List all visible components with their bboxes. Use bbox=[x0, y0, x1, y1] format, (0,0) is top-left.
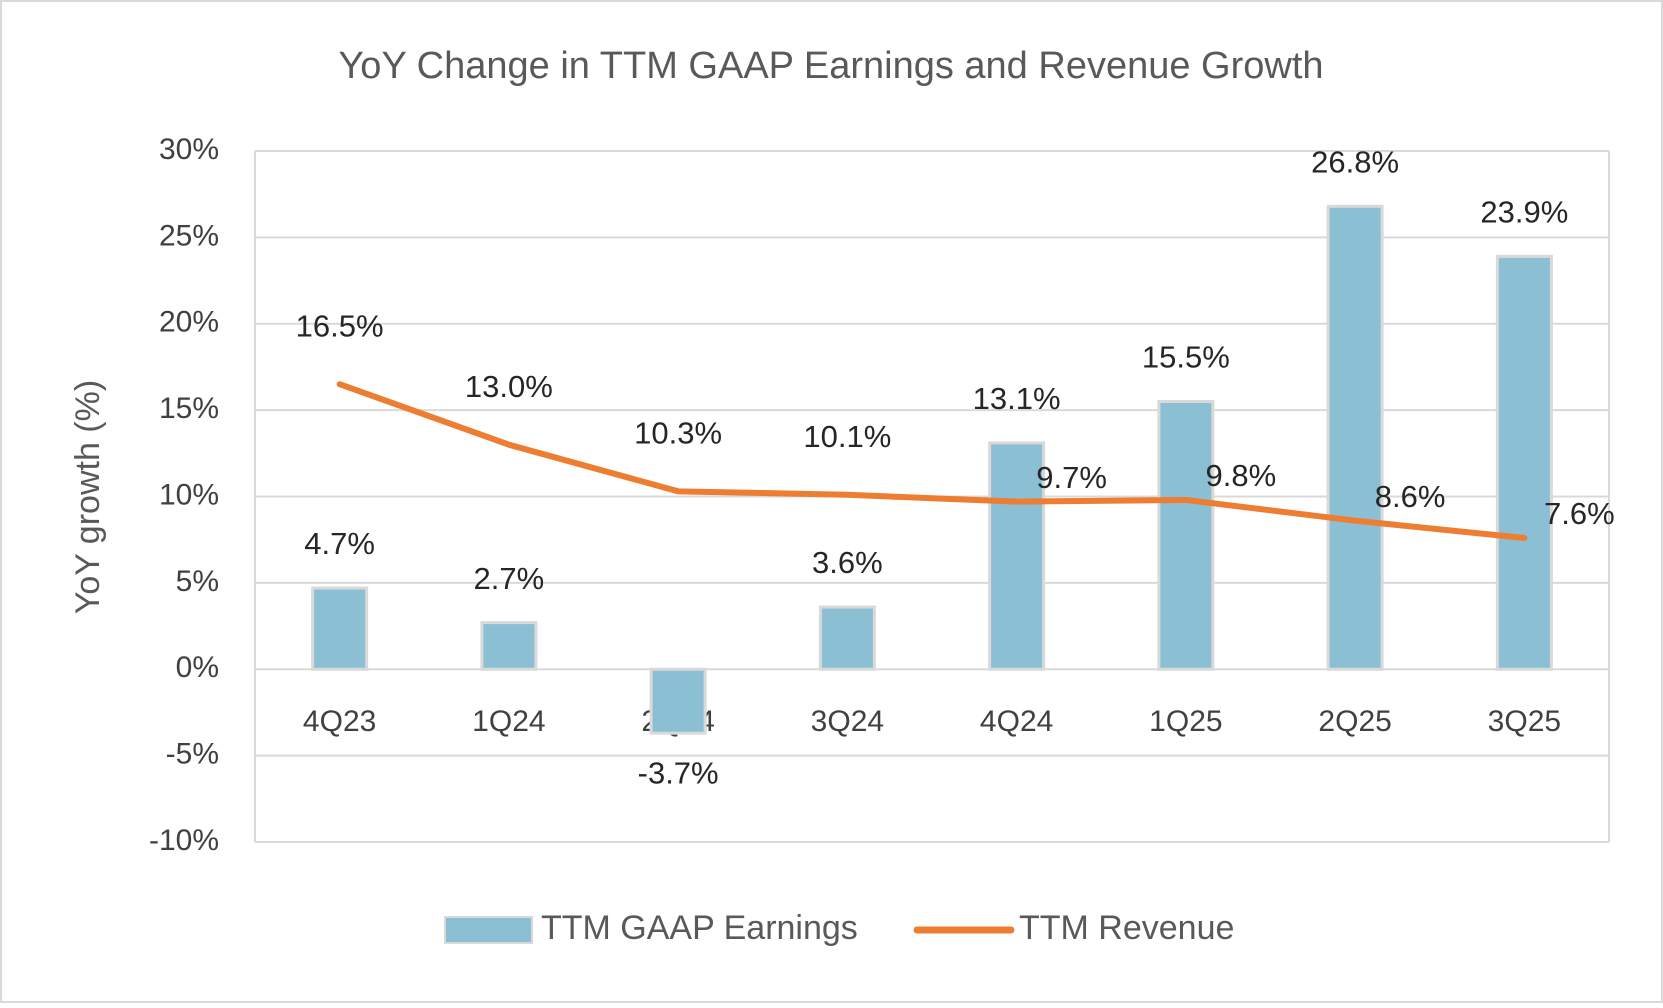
data-label: 13.0% bbox=[465, 369, 553, 404]
x-tick-label: 4Q24 bbox=[980, 705, 1053, 738]
data-label: 10.1% bbox=[803, 419, 891, 454]
data-label: 9.7% bbox=[1036, 460, 1107, 495]
y-tick-label: 30% bbox=[159, 133, 219, 166]
data-label: 2.7% bbox=[474, 561, 545, 596]
data-label: 26.8% bbox=[1311, 144, 1399, 179]
bar bbox=[1326, 204, 1384, 671]
bar bbox=[1157, 399, 1215, 671]
bar bbox=[311, 586, 369, 671]
y-tick-label: 15% bbox=[159, 392, 219, 425]
x-tick-label: 3Q24 bbox=[811, 705, 884, 738]
x-tick-label: 2Q25 bbox=[1318, 705, 1391, 738]
y-axis-label: YoY growth (%) bbox=[69, 380, 107, 614]
data-label: 13.1% bbox=[973, 381, 1061, 416]
y-tick-label: 10% bbox=[159, 478, 219, 511]
data-label: 9.8% bbox=[1206, 458, 1277, 493]
data-label: 16.5% bbox=[296, 308, 384, 343]
y-tick-label: 25% bbox=[159, 219, 219, 252]
y-tick-label: 5% bbox=[176, 565, 219, 598]
data-label: -3.7% bbox=[638, 755, 719, 790]
bar bbox=[818, 605, 876, 671]
line bbox=[336, 381, 1528, 541]
x-tick-label: 1Q25 bbox=[1149, 705, 1222, 738]
data-label: 4.7% bbox=[304, 526, 375, 561]
data-label: 23.9% bbox=[1480, 195, 1568, 230]
x-tick-label: 1Q24 bbox=[472, 705, 545, 738]
legend-label: TTM GAAP Earnings bbox=[541, 909, 858, 947]
bar bbox=[649, 667, 707, 735]
x-tick-label: 4Q23 bbox=[303, 705, 376, 738]
bar bbox=[480, 621, 538, 671]
y-tick-label: 20% bbox=[159, 306, 219, 339]
legend-swatch bbox=[444, 916, 533, 944]
bar bbox=[988, 441, 1046, 671]
data-label: 10.3% bbox=[634, 416, 722, 451]
y-tick-label: 0% bbox=[176, 651, 219, 684]
x-tick-label: 3Q25 bbox=[1488, 705, 1561, 738]
chart-title: YoY Change in TTM GAAP Earnings and Reve… bbox=[338, 45, 1323, 87]
data-label: 15.5% bbox=[1142, 340, 1230, 375]
data-label: 8.6% bbox=[1375, 479, 1446, 514]
data-label: 7.6% bbox=[1544, 496, 1615, 531]
y-tick-label: -5% bbox=[166, 738, 219, 771]
bar bbox=[1495, 254, 1553, 671]
y-tick-label: -10% bbox=[149, 824, 219, 857]
data-label: 3.6% bbox=[812, 545, 883, 580]
legend-label: TTM Revenue bbox=[1019, 909, 1234, 947]
